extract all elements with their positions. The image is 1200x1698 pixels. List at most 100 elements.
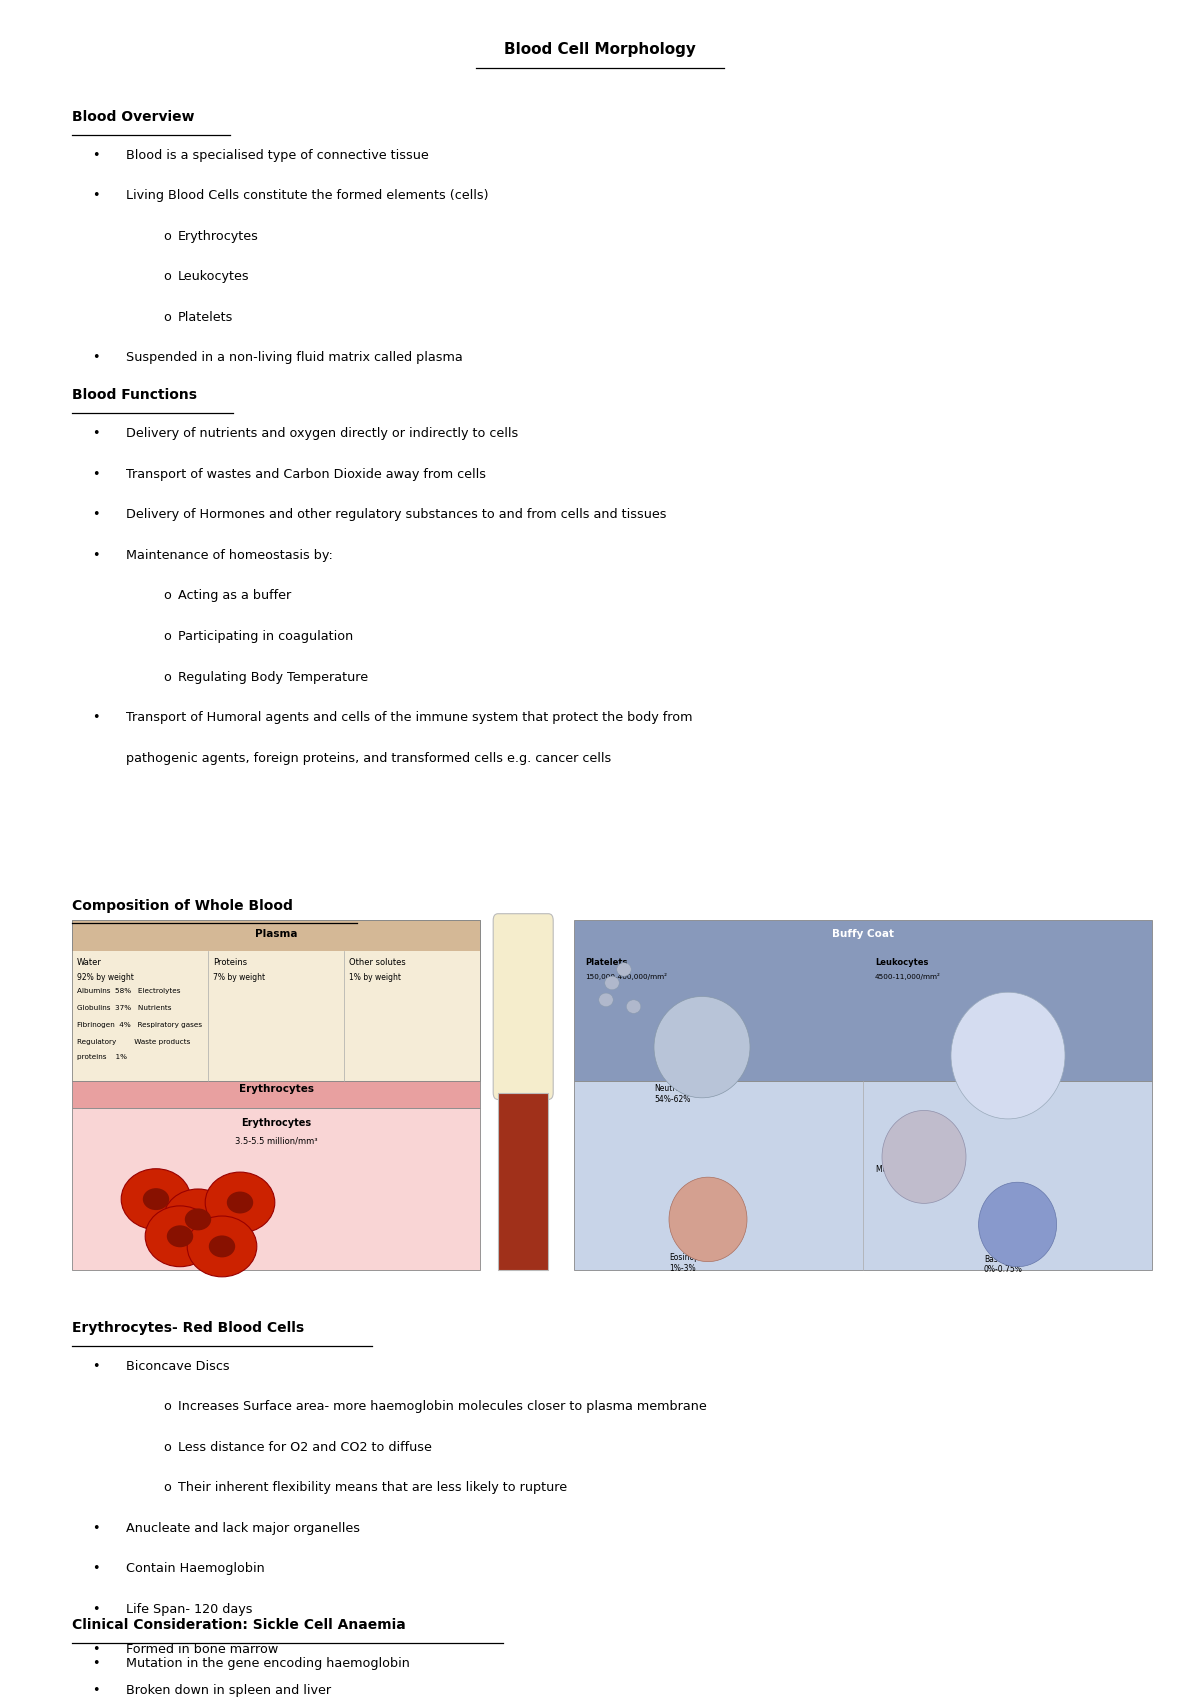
Text: o: o [163, 671, 172, 684]
Text: Eosinophils
1%-3%: Eosinophils 1%-3% [670, 1253, 713, 1272]
Text: •: • [92, 469, 100, 481]
Text: o: o [163, 311, 172, 324]
Text: Maintenance of homeostasis by:: Maintenance of homeostasis by: [126, 548, 332, 562]
Text: Living Blood Cells constitute the formed elements (cells): Living Blood Cells constitute the formed… [126, 188, 488, 202]
Text: •: • [92, 1360, 100, 1372]
Text: Blood Overview: Blood Overview [72, 110, 194, 124]
Text: Acting as a buffer: Acting as a buffer [178, 589, 290, 603]
Text: Leukocytes: Leukocytes [178, 270, 250, 284]
Text: •: • [92, 149, 100, 161]
Text: Less distance for O2 and CO2 to diffuse: Less distance for O2 and CO2 to diffuse [178, 1440, 432, 1453]
Text: Their inherent flexibility means that are less likely to rupture: Their inherent flexibility means that ar… [178, 1481, 566, 1494]
Text: Formed in bone marrow: Formed in bone marrow [126, 1644, 278, 1656]
Text: •: • [92, 1657, 100, 1669]
Ellipse shape [145, 1206, 215, 1267]
Text: •: • [92, 1684, 100, 1696]
Text: Monocytes 3%-7%: Monocytes 3%-7% [876, 1165, 947, 1175]
Text: Participating in coagulation: Participating in coagulation [178, 630, 353, 644]
Text: Platelets: Platelets [586, 958, 628, 966]
Text: Neutrophils
54%-62%: Neutrophils 54%-62% [654, 1085, 698, 1104]
Text: Proteins: Proteins [212, 958, 247, 966]
Text: Water: Water [77, 958, 102, 966]
Ellipse shape [185, 1209, 211, 1231]
Text: Fibrinogen  4%   Respiratory gases: Fibrinogen 4% Respiratory gases [77, 1022, 202, 1027]
Ellipse shape [205, 1172, 275, 1233]
Text: •: • [92, 711, 100, 723]
Text: Composition of Whole Blood: Composition of Whole Blood [72, 898, 293, 912]
Text: Globulins  37%   Nutrients: Globulins 37% Nutrients [77, 1005, 172, 1010]
FancyBboxPatch shape [72, 920, 480, 1082]
Text: o: o [163, 1401, 172, 1413]
Text: 1% by weight: 1% by weight [349, 973, 401, 981]
Text: o: o [163, 229, 172, 243]
Ellipse shape [121, 1168, 191, 1229]
Ellipse shape [882, 1110, 966, 1204]
Text: pathogenic agents, foreign proteins, and transformed cells e.g. cancer cells: pathogenic agents, foreign proteins, and… [126, 752, 611, 764]
Ellipse shape [227, 1192, 253, 1214]
Text: Suspended in a non-living fluid matrix called plasma: Suspended in a non-living fluid matrix c… [126, 351, 463, 365]
Text: •: • [92, 188, 100, 202]
Text: •: • [92, 548, 100, 562]
Text: Blood Functions: Blood Functions [72, 389, 197, 402]
Text: proteins    1%: proteins 1% [77, 1054, 127, 1060]
Ellipse shape [167, 1226, 193, 1248]
Text: Contain Haemoglobin: Contain Haemoglobin [126, 1562, 265, 1576]
Text: •: • [92, 428, 100, 440]
Ellipse shape [654, 997, 750, 1099]
Text: Transport of Humoral agents and cells of the immune system that protect the body: Transport of Humoral agents and cells of… [126, 711, 692, 723]
Text: Delivery of Hormones and other regulatory substances to and from cells and tissu: Delivery of Hormones and other regulator… [126, 508, 666, 521]
Ellipse shape [187, 1216, 257, 1277]
FancyBboxPatch shape [72, 1082, 480, 1107]
Text: Albumins  58%   Electrolytes: Albumins 58% Electrolytes [77, 988, 180, 993]
Text: Plasma: Plasma [254, 929, 298, 939]
Text: Erythrocytes: Erythrocytes [178, 229, 258, 243]
Ellipse shape [617, 963, 631, 976]
Ellipse shape [952, 992, 1066, 1119]
Text: •: • [92, 508, 100, 521]
Text: 7% by weight: 7% by weight [212, 973, 265, 981]
Ellipse shape [670, 1177, 746, 1262]
Text: •: • [92, 1562, 100, 1576]
Ellipse shape [626, 1000, 641, 1014]
Ellipse shape [163, 1189, 233, 1250]
FancyBboxPatch shape [72, 951, 480, 1082]
Text: Platelets: Platelets [178, 311, 233, 324]
Text: Regulatory        Waste products: Regulatory Waste products [77, 1039, 190, 1044]
Text: 4500-11,000/mm²: 4500-11,000/mm² [875, 973, 941, 980]
Text: o: o [163, 630, 172, 644]
Ellipse shape [599, 993, 613, 1007]
FancyBboxPatch shape [493, 914, 553, 1100]
Ellipse shape [979, 1182, 1056, 1267]
Text: Other solutes: Other solutes [349, 958, 406, 966]
FancyBboxPatch shape [72, 1107, 480, 1270]
Text: 3.5-5.5 million/mm³: 3.5-5.5 million/mm³ [235, 1136, 317, 1146]
Ellipse shape [605, 976, 619, 990]
FancyBboxPatch shape [574, 1082, 1152, 1270]
Text: •: • [92, 1603, 100, 1616]
Text: Erythrocytes- Red Blood Cells: Erythrocytes- Red Blood Cells [72, 1321, 304, 1335]
Text: Clinical Consideration: Sickle Cell Anaemia: Clinical Consideration: Sickle Cell Anae… [72, 1618, 406, 1632]
Text: Life Span- 120 days: Life Span- 120 days [126, 1603, 252, 1616]
Text: •: • [92, 351, 100, 365]
Text: Increases Surface area- more haemoglobin molecules closer to plasma membrane: Increases Surface area- more haemoglobin… [178, 1401, 707, 1413]
Text: Transport of wastes and Carbon Dioxide away from cells: Transport of wastes and Carbon Dioxide a… [126, 469, 486, 481]
Text: Leukocytes: Leukocytes [875, 958, 928, 966]
Text: Lymphocytes
25%-33%: Lymphocytes 25%-33% [978, 1017, 1028, 1036]
Text: Mutation in the gene encoding haemoglobin: Mutation in the gene encoding haemoglobi… [126, 1657, 410, 1669]
Text: Basophils
0%-0.75%: Basophils 0%-0.75% [984, 1255, 1022, 1274]
Text: Erythrocytes: Erythrocytes [241, 1117, 311, 1127]
Text: Blood is a specialised type of connective tissue: Blood is a specialised type of connectiv… [126, 149, 428, 161]
FancyBboxPatch shape [574, 920, 1152, 1082]
Text: Broken down in spleen and liver: Broken down in spleen and liver [126, 1684, 331, 1696]
Text: Biconcave Discs: Biconcave Discs [126, 1360, 229, 1372]
Text: o: o [163, 270, 172, 284]
Text: 150,000-400,000/mm²: 150,000-400,000/mm² [586, 973, 667, 980]
Text: •: • [92, 1521, 100, 1535]
Text: o: o [163, 589, 172, 603]
FancyBboxPatch shape [498, 1094, 548, 1270]
Text: Buffy Coat: Buffy Coat [832, 929, 894, 939]
Text: Regulating Body Temperature: Regulating Body Temperature [178, 671, 367, 684]
Text: Anucleate and lack major organelles: Anucleate and lack major organelles [126, 1521, 360, 1535]
Ellipse shape [209, 1236, 235, 1258]
Text: 92% by weight: 92% by weight [77, 973, 133, 981]
